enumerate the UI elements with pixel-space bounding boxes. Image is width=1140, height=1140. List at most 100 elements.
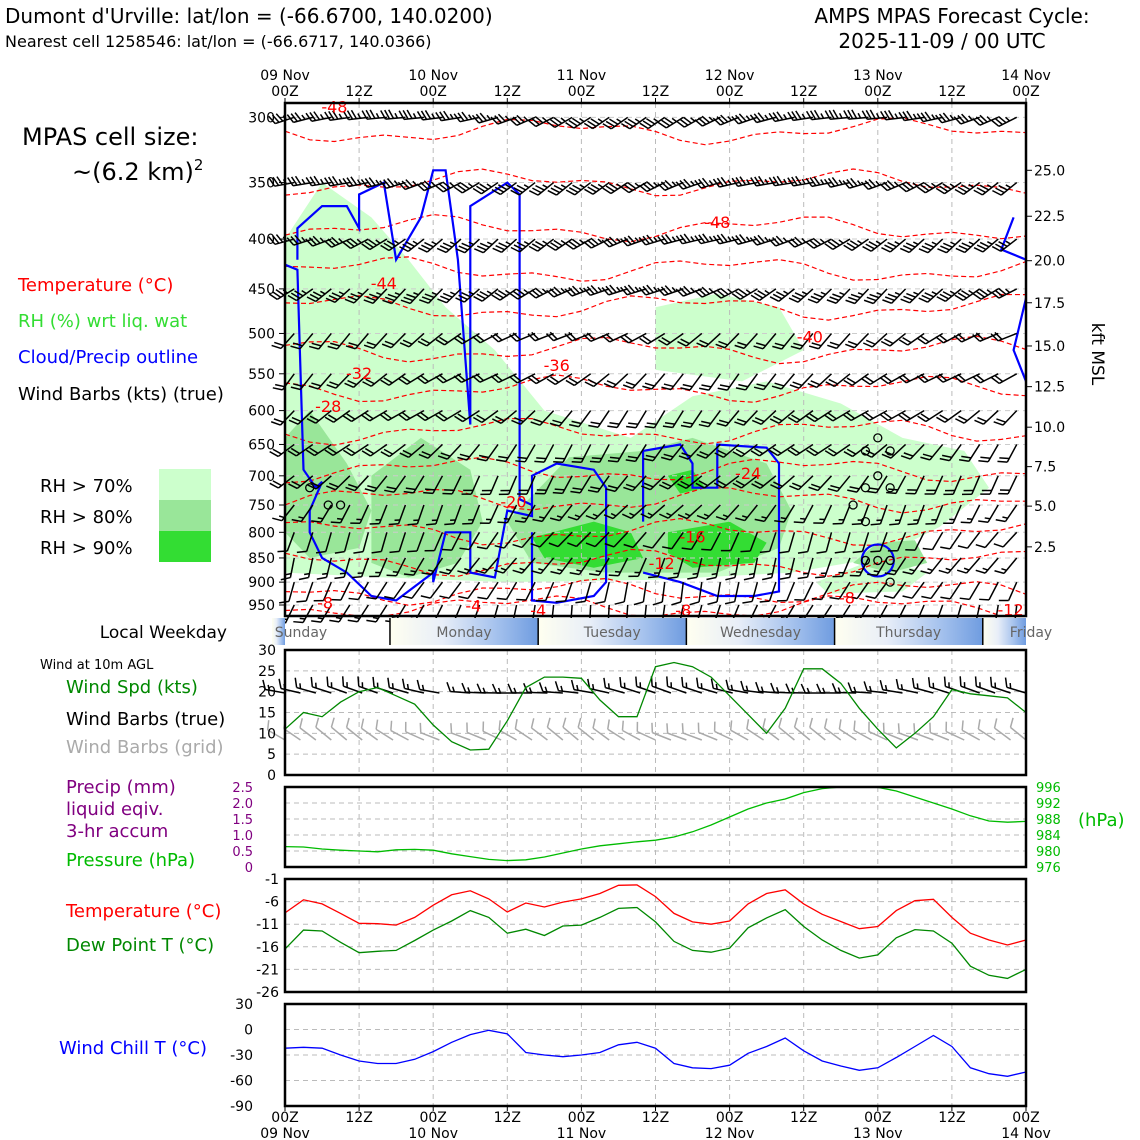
wind-barb (845, 288, 870, 305)
barb-staff (962, 288, 981, 301)
barb-full (846, 448, 857, 455)
top-hour-label: 00Z (419, 84, 446, 100)
wind-barb (363, 288, 388, 305)
wind-barb (845, 332, 870, 349)
barb-full (746, 719, 750, 730)
barb-full (924, 111, 932, 121)
barb-full (438, 412, 448, 420)
barb-full (605, 285, 614, 295)
barb-full (364, 178, 372, 187)
wind-barb (935, 112, 962, 124)
barb-half (523, 116, 529, 122)
barb-half (523, 184, 530, 189)
barb-half (745, 289, 751, 294)
barb-full (387, 293, 398, 299)
barb-full (509, 292, 519, 300)
wind-barb (416, 409, 443, 422)
barb-full (305, 177, 313, 187)
barb-full (776, 599, 787, 602)
barb-full (586, 286, 595, 295)
barb-full (805, 241, 815, 249)
barb-full (849, 486, 860, 490)
barb-staff (420, 731, 440, 741)
barb-full (587, 489, 598, 493)
wind-barb (626, 410, 647, 429)
barb-full (270, 421, 281, 426)
wind-barb (742, 581, 759, 604)
wind-barb (658, 475, 684, 490)
barb-full (905, 548, 916, 551)
barb-full (882, 299, 892, 304)
wind-barb (552, 475, 573, 495)
barb-full (997, 115, 1007, 124)
barb-full (614, 601, 625, 605)
barb-full (979, 598, 990, 601)
barb-full (644, 382, 655, 387)
wind-barb (628, 557, 647, 578)
barb-full (999, 457, 1010, 460)
barb-staff (525, 581, 536, 601)
barb-full (438, 374, 448, 382)
barb-full (973, 189, 983, 196)
barb-full (707, 601, 718, 606)
barb-full (439, 336, 449, 344)
wind-barb-true (461, 682, 486, 694)
cloud-outline (642, 443, 781, 598)
barb-full (330, 717, 335, 728)
barb-full (309, 176, 317, 186)
barb-full (957, 545, 968, 549)
wind-barb (290, 332, 314, 350)
barb-full (901, 412, 911, 420)
barb-full (306, 418, 317, 424)
barb-full (973, 246, 984, 253)
barb-full (329, 381, 339, 386)
wind-barb (407, 532, 425, 553)
pressure-tick-label: 400 (248, 232, 275, 248)
barb-full (992, 189, 1002, 196)
barb-full (772, 293, 783, 300)
barb-full (715, 343, 726, 349)
barb-full (516, 288, 526, 296)
barb-staff (503, 531, 518, 549)
wind-barb (271, 332, 295, 350)
barb-staff (481, 288, 499, 302)
barb-full (471, 375, 481, 383)
barb-full (405, 241, 415, 248)
barb-full (262, 679, 267, 690)
barb-half (894, 291, 901, 296)
barb-full (974, 676, 978, 687)
wind-barb (779, 557, 796, 580)
barb-half (406, 683, 410, 690)
wind-barb (852, 532, 870, 554)
barb-full (315, 717, 320, 728)
barb-full (564, 333, 573, 342)
barb-full (898, 339, 909, 346)
barb-full (976, 187, 986, 194)
wind-note: Wind at 10m AGL (40, 658, 154, 673)
wind-barb-true (959, 676, 980, 694)
barb-half (523, 240, 530, 245)
barb-staff (390, 729, 409, 741)
barb-half (298, 516, 304, 519)
barb-full (517, 456, 528, 460)
calm-circle (860, 446, 871, 456)
barb-half (579, 117, 585, 123)
barb-full (776, 175, 784, 185)
wind-barb (471, 112, 499, 124)
barb-staff (546, 726, 564, 741)
barb-full (699, 450, 710, 457)
barb-full (663, 383, 674, 388)
barb-full (772, 176, 780, 186)
barb-full (461, 682, 467, 693)
wind-barb (535, 581, 555, 602)
barb-full (498, 455, 509, 459)
wind-barb (623, 531, 647, 549)
barb-full (870, 550, 881, 553)
barb-full (351, 576, 362, 579)
barb-full (603, 382, 614, 389)
barb-full (920, 570, 931, 575)
wind-barb-grid (838, 719, 857, 741)
barb-full (661, 234, 669, 244)
barb-half (505, 289, 511, 295)
barb-full (735, 387, 746, 391)
